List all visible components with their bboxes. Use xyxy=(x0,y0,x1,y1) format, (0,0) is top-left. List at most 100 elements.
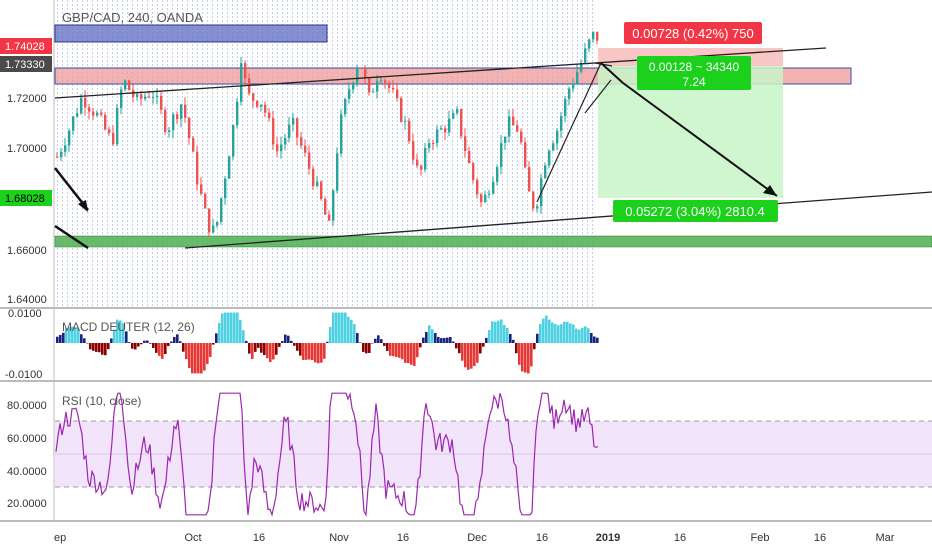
candle-body xyxy=(412,141,415,160)
macd-bar xyxy=(281,341,284,343)
macd-bar xyxy=(491,321,494,343)
target-label-bg xyxy=(613,200,778,222)
candle-body xyxy=(240,63,243,102)
candle-body xyxy=(436,129,439,144)
candle-body xyxy=(344,99,347,115)
candle-body xyxy=(392,87,395,90)
candle-body xyxy=(332,190,335,221)
candle-body xyxy=(468,151,471,164)
macd-tick-bottom: -0.0100 xyxy=(5,369,42,381)
macd-bar xyxy=(404,343,407,363)
macd-bar xyxy=(488,329,491,343)
candle-body xyxy=(380,80,383,82)
candle-body xyxy=(280,144,283,152)
candle-body xyxy=(532,191,535,209)
time-label-jan16: 16 xyxy=(674,532,686,544)
macd-bar xyxy=(224,312,227,343)
candle-body xyxy=(536,206,539,209)
macd-bar xyxy=(272,343,275,360)
macd-bar xyxy=(146,340,149,343)
candle-body xyxy=(452,113,455,119)
candle-body xyxy=(584,48,587,63)
macd-bar xyxy=(167,343,170,347)
candle-body xyxy=(212,225,215,233)
macd-bar xyxy=(509,333,512,343)
macd-bar xyxy=(179,341,182,343)
macd-bar xyxy=(440,338,443,343)
candle-body xyxy=(480,194,483,203)
candle-body xyxy=(424,148,427,170)
price-tick-4: 1.66000 xyxy=(7,245,47,257)
candle-body xyxy=(172,114,175,131)
macd-bar xyxy=(437,336,440,343)
macd-bar xyxy=(494,321,497,343)
candle-body xyxy=(520,131,523,143)
macd-bar xyxy=(158,343,161,356)
macd-bar xyxy=(320,343,323,363)
macd-bar xyxy=(116,319,119,343)
candle-body xyxy=(200,184,203,194)
macd-bar xyxy=(227,312,230,343)
macd-bar xyxy=(365,343,368,354)
price-axis: 1.72000 1.70000 1.66000 1.64000 xyxy=(7,93,47,306)
macd-bar xyxy=(452,341,455,343)
candle-body xyxy=(292,118,295,125)
macd-bar xyxy=(545,315,548,343)
macd-bar xyxy=(422,337,425,343)
candle-body xyxy=(112,132,115,145)
macd-bar xyxy=(476,343,479,363)
candle-body xyxy=(512,116,515,126)
candle-body xyxy=(252,93,255,101)
macd-bar xyxy=(593,336,596,343)
candle-body xyxy=(336,153,339,191)
macd-bar xyxy=(92,343,95,351)
macd-bar xyxy=(479,343,482,354)
candle-body xyxy=(472,163,475,180)
candle-body xyxy=(300,137,303,146)
macd-bar xyxy=(512,339,515,343)
macd-bar xyxy=(131,343,134,349)
candle-body xyxy=(264,104,267,113)
macd-bar xyxy=(122,323,125,343)
trade-labels: 0.00728 (0.42%) 750 0.00128 ~ 34340 7.24… xyxy=(613,22,778,222)
candle-body xyxy=(432,142,435,144)
macd-bar xyxy=(68,327,71,343)
macd-bar xyxy=(308,343,311,360)
candle-body xyxy=(204,193,207,209)
macd-bar xyxy=(206,343,209,365)
price-tick-2: 1.70000 xyxy=(7,143,47,155)
macd-bar xyxy=(266,343,269,359)
macd-bar xyxy=(185,343,188,360)
time-label-dec16: 16 xyxy=(536,532,548,544)
projection-arrow-head xyxy=(763,185,777,196)
projection-line-1 xyxy=(600,62,624,84)
candle-body xyxy=(484,194,487,203)
candle-body xyxy=(236,101,239,126)
price-badges: 1.74028 1.73330 1.68028 xyxy=(0,38,52,206)
candle-body xyxy=(356,67,359,83)
macd-bar xyxy=(497,320,500,343)
candle-body xyxy=(224,178,227,199)
macd-bar xyxy=(548,319,551,343)
time-label-mar: Mar xyxy=(876,532,895,544)
candle-body xyxy=(396,89,399,99)
candle-body xyxy=(144,96,147,99)
macd-bar xyxy=(401,343,404,360)
macd-bar xyxy=(551,322,554,343)
macd-bar xyxy=(515,343,518,354)
macd-bar xyxy=(413,343,416,366)
candle-body xyxy=(128,80,131,90)
candle-body xyxy=(160,95,163,110)
candle-body xyxy=(456,109,459,114)
candle-body xyxy=(576,71,579,84)
macd-bar xyxy=(464,343,467,368)
candle-body xyxy=(120,89,123,108)
macd-bar xyxy=(107,343,110,350)
candle-body xyxy=(420,165,423,170)
candle-body xyxy=(164,109,167,132)
macd-bar xyxy=(101,343,104,355)
macd-bar xyxy=(506,327,509,343)
time-label-2019: 2019 xyxy=(596,532,620,544)
stop-label: 0.00728 (0.42%) 750 xyxy=(632,26,753,41)
